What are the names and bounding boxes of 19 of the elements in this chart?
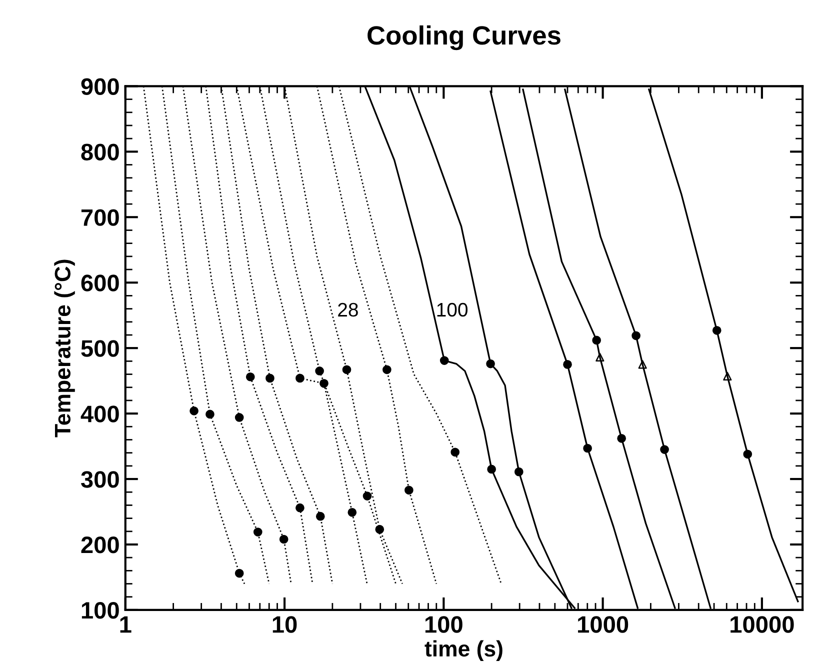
x-tick-label: 1 — [120, 616, 132, 633]
y-tick-label: 900 — [81, 78, 119, 95]
x-tick-label: 100 — [425, 616, 462, 633]
x-tick-label: 10 — [272, 616, 297, 633]
y-tick-label: 200 — [81, 536, 119, 554]
chart-title: Cooling Curves — [368, 25, 560, 50]
x-tick-label: 1000 — [578, 616, 628, 633]
y-tick-label: 100 — [82, 602, 119, 619]
y-tick-label: 800 — [81, 144, 119, 160]
y-tick-label: 400 — [80, 406, 119, 422]
x-tick-label: 10000 — [730, 616, 794, 633]
y-tick-label: 500 — [81, 340, 119, 357]
series-label: 100 — [437, 302, 468, 317]
y-tick-label: 700 — [81, 209, 119, 226]
x-axis-title: time (s) — [424, 640, 502, 662]
y-tick-label: 600 — [81, 274, 119, 292]
y-tick-label: 300 — [80, 471, 119, 488]
series-label: 28 — [338, 302, 358, 317]
y-axis-title: Temperature (°C) — [54, 260, 75, 438]
